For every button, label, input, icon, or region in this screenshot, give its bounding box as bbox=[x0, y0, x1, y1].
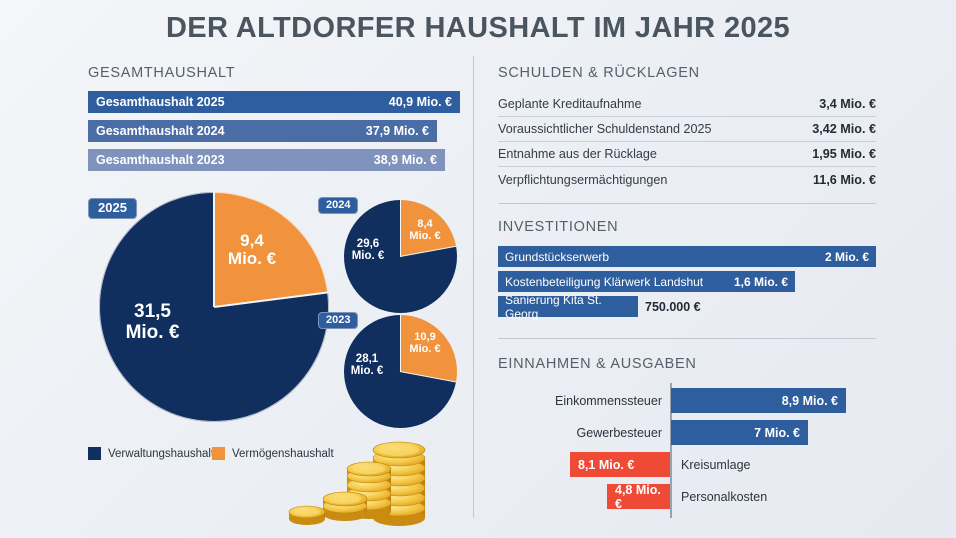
investment-bar-kita: Sanierung Kita St. Georg bbox=[498, 293, 638, 321]
legend-item-verwaltungshaushalt: Verwaltungshaushalt bbox=[88, 447, 214, 460]
total-budget-bar-2023: Gesamthaushalt 2023 38,9 Mio. € bbox=[88, 149, 445, 171]
debt-row-3-label: Verpflichtungsermächtigungen bbox=[498, 172, 668, 187]
pie-2023-asset-unit: Mio. € bbox=[409, 342, 441, 355]
total-budget-bar-2024-label: Gesamthaushalt 2024 bbox=[96, 124, 225, 138]
debt-row-3: Verpflichtungsermächtigungen 11,6 Mio. € bbox=[498, 167, 876, 192]
investment-bar-2-label: Sanierung Kita St. Georg bbox=[505, 292, 602, 321]
pie-2024-admin-unit: Mio. € bbox=[351, 250, 385, 263]
debt-row-0-label: Geplante Kreditaufnahme bbox=[498, 97, 642, 111]
debt-row-1-value: 3,42 Mio. € bbox=[812, 122, 876, 136]
legend-label-vermoegenshaushalt: Vermögenshaushalt bbox=[232, 447, 334, 460]
coin-stacks-icon bbox=[285, 438, 470, 538]
pie-year-badge-2024: 2024 bbox=[318, 197, 359, 215]
pie-year-badge-2025: 2025 bbox=[88, 198, 137, 220]
investment-bar-klaerwerk: Kostenbeteiligung Klärwerk Landshut 1,6 … bbox=[498, 271, 795, 292]
debt-row-2-value: 1,95 Mio. € bbox=[812, 147, 876, 161]
debt-row-2-label: Entnahme aus der Rücklage bbox=[498, 147, 657, 161]
pie-2025-asset-unit: Mio. € bbox=[227, 249, 277, 269]
legend-item-vermoegenshaushalt: Vermögenshaushalt bbox=[212, 447, 334, 460]
column-divider bbox=[473, 56, 474, 518]
pie-year-badge-2023: 2023 bbox=[318, 312, 359, 330]
diverging-chart-axis bbox=[670, 383, 672, 518]
pie-2023-asset-label: 10,9 Mio. € bbox=[404, 331, 446, 356]
expense-bar-personalkosten: 4,8 Mio. € bbox=[607, 482, 670, 511]
legend-label-verwaltungshaushalt: Verwaltungshaushalt bbox=[108, 447, 215, 460]
pie-2024-asset-unit: Mio. € bbox=[409, 229, 441, 242]
pie-2025-separator-top bbox=[213, 192, 215, 307]
investment-bar-1-value: 1,6 Mio. € bbox=[733, 274, 788, 289]
total-budget-bar-2023-value: 38,9 Mio. € bbox=[373, 153, 437, 167]
pie-2024-asset-label: 8,4 Mio. € bbox=[404, 218, 446, 243]
debt-row-2: Entnahme aus der Rücklage 1,95 Mio. € bbox=[498, 142, 876, 167]
section-separator-investitionen bbox=[498, 203, 876, 204]
income-bar-einkommenssteuer: 8,9 Mio. € bbox=[671, 388, 846, 413]
total-budget-bar-2024-value: 37,9 Mio. € bbox=[365, 124, 429, 138]
total-budget-bar-2023-label: Gesamthaushalt 2023 bbox=[96, 153, 225, 167]
pie-2025-asset-value: 9,4 bbox=[240, 231, 264, 250]
expense-bar-1-category: Personalkosten bbox=[681, 489, 768, 504]
debt-row-3-value: 11,6 Mio. € bbox=[813, 172, 876, 187]
section-heading-investitionen: INVESTITIONEN bbox=[498, 219, 619, 235]
income-bar-1-value: 7 Mio. € bbox=[754, 425, 800, 440]
total-budget-bar-2025: Gesamthaushalt 2025 40,9 Mio. € bbox=[88, 91, 460, 113]
expense-bar-1-value: 4,8 Mio. € bbox=[615, 482, 661, 511]
investment-bar-grundstueckserwerb: Grundstückserwerb 2 Mio. € bbox=[498, 246, 876, 267]
section-heading-einnahmen: EINNAHMEN & AUSGABEN bbox=[498, 356, 697, 372]
debt-row-1-label: Voraussichtlicher Schuldenstand 2025 bbox=[498, 122, 712, 136]
pie-2025-admin-label: 31,5 Mio. € bbox=[110, 301, 195, 343]
pie-2025-admin-unit: Mio. € bbox=[125, 321, 180, 343]
pie-2023-separator-top bbox=[400, 315, 402, 372]
pie-2024-admin-label: 29,6 Mio. € bbox=[344, 238, 392, 263]
pie-2024-separator-top bbox=[400, 200, 402, 257]
total-budget-bar-2024: Gesamthaushalt 2024 37,9 Mio. € bbox=[88, 120, 437, 142]
total-budget-bar-2025-label: Gesamthaushalt 2025 bbox=[96, 95, 225, 109]
expense-bar-0-value: 8,1 Mio. € bbox=[578, 457, 635, 472]
pie-2025-asset-label: 9,4 Mio. € bbox=[212, 231, 292, 269]
income-bar-0-value: 8,9 Mio. € bbox=[781, 393, 838, 408]
income-bar-1-category: Gewerbesteuer bbox=[576, 425, 662, 440]
pie-2023-admin-unit: Mio. € bbox=[350, 365, 384, 378]
section-heading-schulden: SCHULDEN & RÜCKLAGEN bbox=[498, 65, 700, 81]
investment-bar-1-label: Kostenbeteiligung Klärwerk Landshut bbox=[505, 274, 704, 289]
pie-2025-admin-value: 31,5 bbox=[134, 301, 171, 322]
section-separator-einnahmen bbox=[498, 338, 876, 339]
investment-bar-2-value-outside: 750.000 € bbox=[645, 299, 701, 314]
total-budget-bar-2025-value: 40,9 Mio. € bbox=[388, 95, 452, 109]
income-bar-0-category: Einkommenssteuer bbox=[555, 393, 662, 408]
income-bar-gewerbesteuer: 7 Mio. € bbox=[671, 420, 808, 445]
investment-bar-0-value: 2 Mio. € bbox=[824, 249, 869, 264]
debt-row-0-value: 3,4 Mio. € bbox=[819, 97, 876, 111]
pie-2024-asset-value: 8,4 bbox=[417, 218, 433, 230]
expense-bar-0-category: Kreisumlage bbox=[681, 457, 751, 472]
page-title: DER ALTDORFER HAUSHALT IM JAHR 2025 bbox=[165, 12, 791, 44]
pie-2023-asset-value: 10,9 bbox=[414, 331, 436, 343]
expense-bar-kreisumlage: 8,1 Mio. € bbox=[570, 452, 670, 477]
debt-row-1: Voraussichtlicher Schuldenstand 2025 3,4… bbox=[498, 117, 876, 142]
pie-2024-admin-value: 29,6 bbox=[356, 238, 380, 250]
pie-2023-admin-value: 28,1 bbox=[355, 353, 379, 365]
pie-2023-admin-label: 28,1 Mio. € bbox=[343, 353, 391, 378]
section-heading-gesamthaushalt: GESAMTHAUSHALT bbox=[88, 65, 236, 81]
legend-swatch-navy-icon bbox=[88, 447, 101, 460]
debt-row-0: Geplante Kreditaufnahme 3,4 Mio. € bbox=[498, 92, 876, 117]
investment-bar-0-label: Grundstückserwerb bbox=[505, 249, 610, 264]
legend-swatch-orange-icon bbox=[212, 447, 225, 460]
